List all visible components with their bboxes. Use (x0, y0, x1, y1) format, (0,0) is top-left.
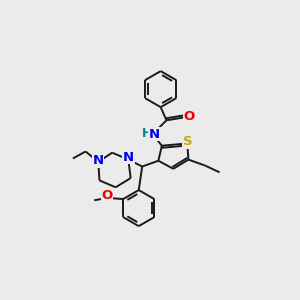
Text: N: N (92, 154, 104, 167)
Text: O: O (184, 110, 195, 123)
Text: N: N (123, 151, 134, 164)
Text: H: H (142, 127, 152, 140)
Text: O: O (101, 189, 112, 202)
Text: S: S (183, 135, 193, 148)
Text: N: N (149, 128, 160, 141)
